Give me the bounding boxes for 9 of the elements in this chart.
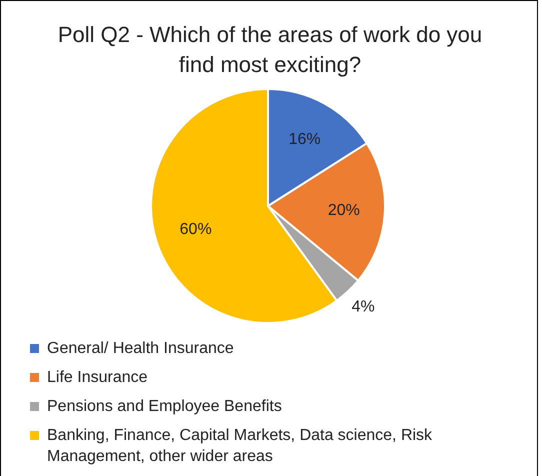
data-label: 20% [328, 202, 360, 220]
legend-label: Life Insurance [47, 368, 148, 388]
data-label: 4% [352, 298, 375, 316]
data-label: 16% [288, 130, 321, 148]
chart-title: Poll Q2 - Which of the areas of work do you find most exciting? [56, 21, 484, 79]
legend-label: General/ Health Insurance [47, 339, 234, 359]
data-label: 60% [180, 220, 212, 238]
legend-label: Banking, Finance, Capital Markets, Data science, Risk Management, other wider areas [47, 426, 434, 467]
legend-label: Pensions and Employee Benefits [47, 397, 282, 417]
